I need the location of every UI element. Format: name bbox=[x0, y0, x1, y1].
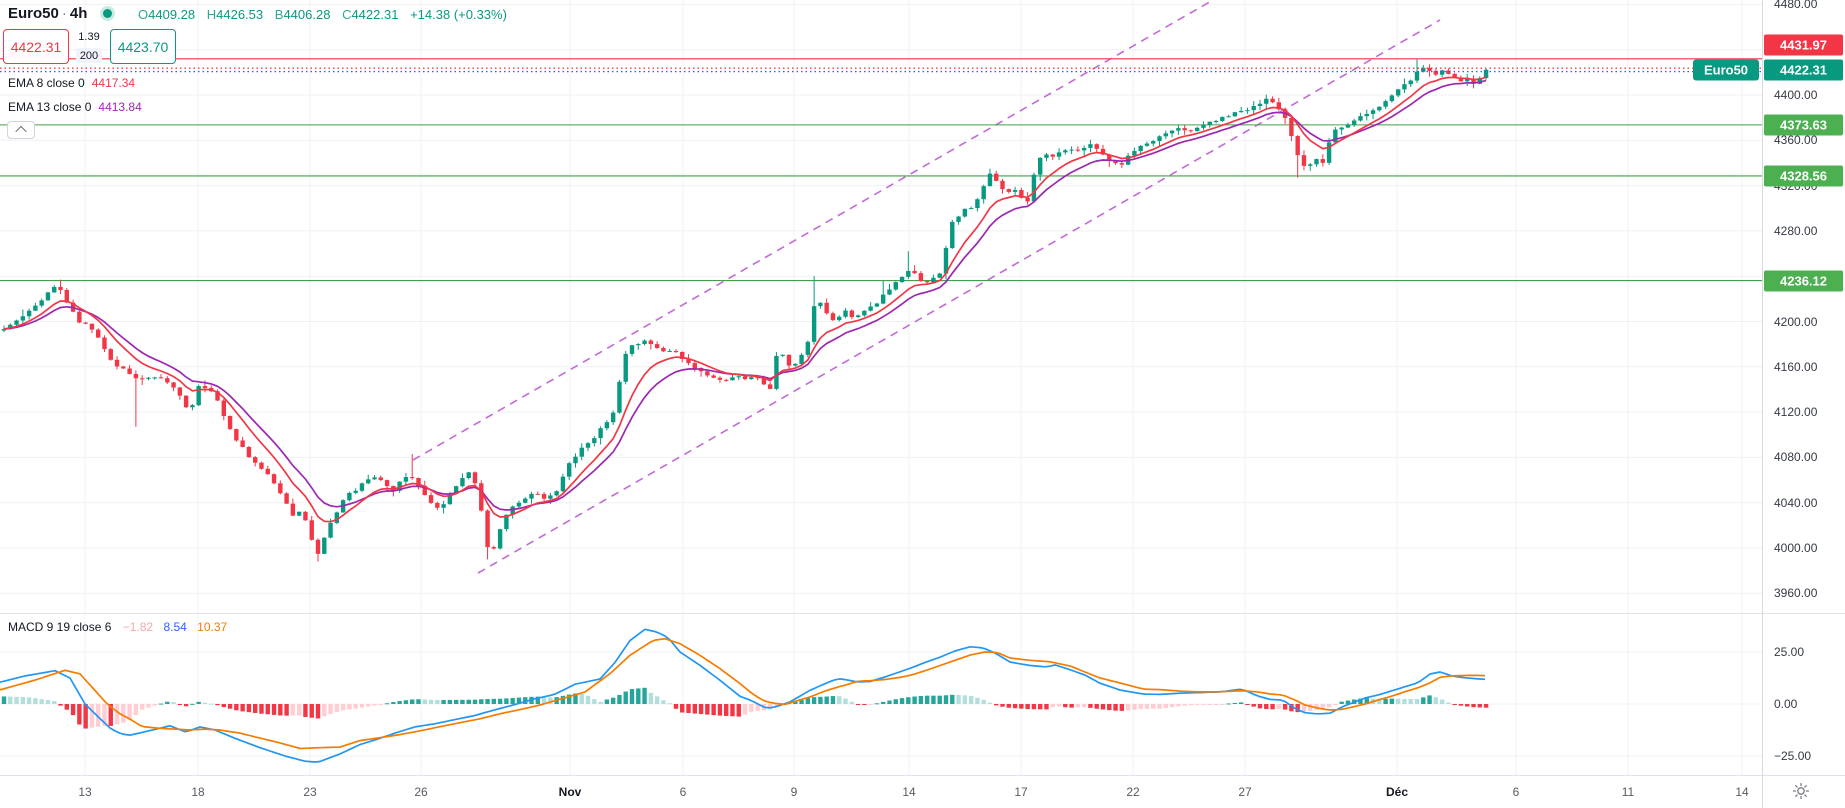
macd-line-value: 8.54 bbox=[163, 620, 187, 634]
time-axis-label: 27 bbox=[1238, 785, 1252, 799]
macd-title: MACD 9 19 close 6 bbox=[8, 620, 112, 634]
price-axis-label: 4120.00 bbox=[1774, 405, 1818, 420]
time-axis[interactable]: 13 18 23 26 Nov 6 9 14 17 22 27 Déc 6 11 14 bbox=[0, 776, 1762, 808]
price-axis-label: 4480.00 bbox=[1774, 0, 1818, 12]
interval-label[interactable]: 4h bbox=[69, 5, 88, 22]
sun-icon[interactable] bbox=[1792, 782, 1810, 800]
time-axis-label: 6 bbox=[679, 785, 687, 799]
ema8-line bbox=[3, 76, 1487, 523]
collapse-pane-button[interactable] bbox=[7, 121, 35, 139]
macd-signal-line bbox=[0, 637, 1486, 750]
high-value: 4426.53 bbox=[216, 7, 264, 22]
price-axis-label: 4160.00 bbox=[1774, 359, 1818, 374]
ema8-value: 4417.34 bbox=[91, 76, 136, 90]
open-label: O bbox=[138, 7, 149, 22]
low-value: 4406.28 bbox=[283, 7, 331, 22]
title-separator: · bbox=[61, 5, 67, 22]
macd-histogram bbox=[1, 687, 1489, 729]
price-axis-label: 4000.00 bbox=[1774, 541, 1818, 555]
time-axis-label: 23 bbox=[303, 785, 317, 799]
price-axis-label: 4280.00 bbox=[1774, 223, 1818, 238]
ema13-label: EMA 13 close 0 bbox=[8, 100, 92, 114]
ema13-value: 4413.84 bbox=[98, 100, 142, 114]
price-axis-label: 4040.00 bbox=[1774, 495, 1818, 510]
buy-button[interactable]: 4423.70 bbox=[110, 29, 176, 64]
candlestick-series bbox=[1, 59, 1489, 562]
change-value: +14.38 (+0.33%) bbox=[410, 7, 507, 22]
macd-signal-value: 10.37 bbox=[197, 620, 228, 634]
price-levels[interactable] bbox=[0, 58, 1762, 282]
macd-axis-label: 25.00 bbox=[1774, 645, 1805, 659]
time-axis-label: 9 bbox=[790, 785, 798, 799]
price-axis-label: 4360.00 bbox=[1774, 133, 1818, 148]
high-label: H bbox=[206, 7, 217, 22]
time-axis-label: 6 bbox=[1512, 785, 1520, 799]
price-axis-label: 4400.00 bbox=[1774, 88, 1818, 102]
sell-button[interactable]: 4422.31 bbox=[3, 29, 69, 64]
market-status-dot[interactable] bbox=[103, 9, 112, 18]
time-axis-label: Nov bbox=[558, 785, 582, 799]
macd-line bbox=[0, 628, 1486, 763]
macd-axis-label: −25.00 bbox=[1774, 749, 1812, 763]
support-price-badge: 4328.56 bbox=[1764, 165, 1843, 187]
ema13-legend[interactable]: EMA 13 close 0 4413.84 bbox=[8, 100, 142, 114]
open-value: 4409.28 bbox=[148, 7, 196, 22]
symbol-title[interactable]: Euro50 · 4h bbox=[8, 5, 87, 22]
price-axis-label: 3960.00 bbox=[1774, 586, 1818, 601]
macd-hist-value: −1.82 bbox=[122, 620, 154, 634]
macd-legend[interactable]: MACD 9 19 close 6 −1.82 8.54 10.37 bbox=[8, 620, 227, 634]
symbol-price-label: Euro50 bbox=[1693, 59, 1759, 81]
macd-axis-label: 0.00 bbox=[1774, 697, 1798, 711]
time-axis-label: 11 bbox=[1621, 785, 1635, 799]
time-axis-label: 26 bbox=[414, 785, 428, 799]
close-value: 4422.31 bbox=[351, 7, 399, 22]
chevron-up-icon bbox=[15, 125, 27, 138]
current-price-badge: 4422.31 bbox=[1764, 59, 1843, 81]
close-label: C bbox=[342, 7, 352, 22]
support-price-badge: 4236.12 bbox=[1764, 270, 1843, 292]
time-axis-label: 22 bbox=[1126, 785, 1140, 799]
quantity-field[interactable]: 200 bbox=[76, 48, 102, 63]
time-axis-label: Déc bbox=[1385, 785, 1409, 799]
time-axis-label: 18 bbox=[191, 785, 205, 799]
price-axis-label: 4200.00 bbox=[1774, 314, 1818, 329]
price-axis-label: 4080.00 bbox=[1774, 450, 1818, 465]
ohlc-readout: O4409.28 H4426.53 B4406.28 C4422.31 +14.… bbox=[138, 7, 507, 22]
time-axis-label: 14 bbox=[902, 785, 916, 799]
symbol-name: Euro50 bbox=[8, 5, 59, 22]
spread-value: 1.39 bbox=[78, 31, 100, 43]
alert-price-badge: 4431.97 bbox=[1764, 34, 1843, 56]
time-axis-label: 17 bbox=[1014, 785, 1028, 799]
ema8-label: EMA 8 close 0 bbox=[8, 76, 85, 90]
support-price-badge: 4373.63 bbox=[1764, 114, 1843, 136]
ema8-legend[interactable]: EMA 8 close 0 4417.34 bbox=[8, 76, 135, 90]
time-axis-label: 14 bbox=[1735, 785, 1749, 799]
low-label: B bbox=[274, 7, 284, 22]
time-axis-label: 13 bbox=[78, 785, 92, 799]
